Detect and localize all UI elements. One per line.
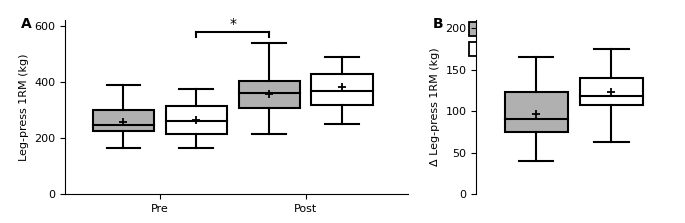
Y-axis label: Δ Leg-press 1RM (kg): Δ Leg-press 1RM (kg) [429,48,440,166]
Bar [312,74,373,105]
Y-axis label: Leg-press 1RM (kg): Leg-press 1RM (kg) [18,53,29,161]
Text: B: B [433,17,444,31]
Legend: VEG, OMN: VEG, OMN [469,23,525,56]
Text: A: A [21,17,32,31]
Bar [92,110,154,131]
Text: *: * [229,17,236,31]
Bar [166,106,227,134]
Bar [238,81,300,108]
Bar [580,78,643,105]
Bar [505,92,568,132]
